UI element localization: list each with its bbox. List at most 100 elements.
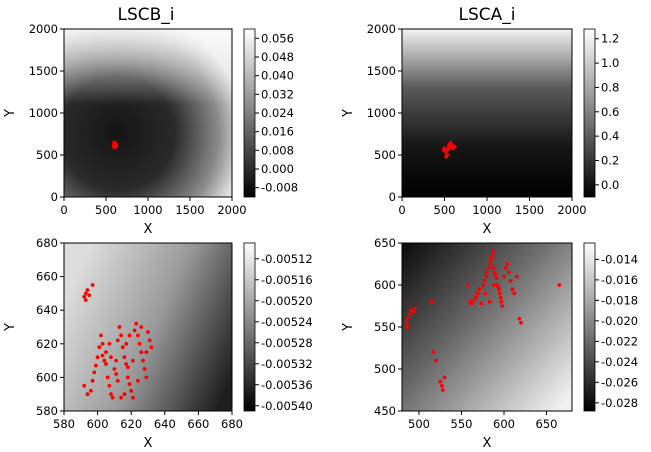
scatter-point [107, 383, 112, 388]
scatter-point [491, 283, 496, 287]
scatter-point [452, 144, 457, 149]
scatter-point [442, 146, 447, 151]
colorbar-tick-label: -0.00524 [261, 315, 313, 329]
y-tick-label: 2000 [29, 22, 58, 36]
scatter-point [469, 301, 474, 306]
scatter-point [446, 147, 450, 152]
scatter-point [124, 341, 129, 346]
scatter-point [493, 273, 498, 277]
scatter-point [137, 341, 142, 346]
scatter-point [480, 283, 485, 287]
scatter-point [497, 291, 502, 296]
heatmap-image [64, 243, 232, 411]
colorbar-tick-label: 0.6 [601, 105, 619, 119]
y-tick-label: 0 [51, 190, 58, 204]
scatter-point [142, 367, 147, 371]
x-tick-label: 620 [120, 417, 142, 431]
scatter-point [110, 395, 115, 400]
scatter-point [519, 320, 523, 325]
x-axis-label: X [483, 222, 492, 237]
x-tick-label: 2000 [217, 203, 246, 217]
scatter-point [498, 295, 503, 300]
scatter-point [429, 299, 434, 304]
x-tick-label: 1500 [175, 203, 204, 217]
scatter-point [512, 291, 517, 296]
x-tick-label: 580 [53, 417, 75, 431]
scatter-point [485, 270, 489, 275]
scatter-point [95, 355, 100, 360]
scatter-point [146, 330, 150, 334]
y-tick-label: 1500 [367, 64, 396, 78]
x-tick-label: 0 [398, 203, 405, 217]
scatter-point [502, 274, 506, 279]
scatter-point [508, 278, 513, 283]
scatter-point [449, 145, 454, 150]
y-tick-label: 660 [36, 270, 58, 284]
scatter-point [412, 306, 417, 311]
scatter-point [489, 257, 494, 262]
scatter-point [483, 291, 488, 296]
scatter-point [132, 328, 137, 333]
colorbar-tick-label: 0.008 [261, 143, 294, 157]
x-tick-label: 600 [493, 417, 515, 431]
scatter-point [97, 345, 102, 350]
colorbar-tick-label: -0.00512 [261, 252, 313, 266]
colorbar-tick-label: -0.00520 [261, 294, 313, 308]
scatter-point [438, 379, 443, 384]
scatter-point [85, 288, 90, 292]
scatter-point [131, 395, 135, 400]
scatter-point [114, 372, 118, 376]
scatter-point [405, 325, 409, 329]
y-tick-label: 650 [374, 236, 396, 250]
scatter-point [82, 383, 87, 388]
x-axis-label: X [483, 436, 492, 451]
scatter-point [491, 266, 496, 271]
y-axis-label: Y [341, 109, 356, 118]
x-tick-label: 680 [221, 417, 243, 431]
colorbar-tick-label: -0.00536 [261, 378, 313, 392]
colorbar-tick-label: -0.024 [601, 355, 638, 369]
panel-lscb-zoom: 580 600 620 640 660 680 580 600 620 640 660 680 X Y -0… [3, 236, 313, 451]
scatter-point [102, 358, 107, 363]
colorbar-tick-label: -0.00532 [261, 357, 313, 371]
scatter-point [89, 388, 93, 393]
scatter-point [475, 291, 480, 296]
scatter-point [119, 395, 123, 400]
scatter-point [514, 274, 519, 279]
scatter-point [440, 388, 445, 392]
x-tick-label: 1000 [133, 203, 162, 217]
scatter-point [482, 278, 487, 283]
scatter-point [510, 287, 515, 292]
scatter-point [445, 153, 449, 157]
x-tick-label: 0 [60, 203, 67, 217]
colorbar-tick-label: 0.048 [261, 50, 294, 64]
y-tick-label: 1000 [29, 106, 58, 120]
scatter-point [125, 365, 130, 370]
scatter-point [136, 378, 140, 383]
scatter-point [122, 355, 127, 360]
scatter-point [127, 333, 132, 338]
y-tick-label: 680 [36, 236, 58, 250]
y-tick-label: 580 [36, 404, 58, 418]
scatter-point [404, 320, 409, 325]
x-tick-label: 600 [87, 417, 109, 431]
scatter-point [124, 362, 129, 366]
scatter-point [117, 325, 122, 329]
x-axis-label: X [144, 222, 153, 237]
scatter-point [431, 350, 436, 355]
scatter-point [466, 283, 471, 287]
scatter-point [411, 310, 415, 314]
scatter-point [144, 350, 149, 355]
colorbar-tick-label: 0.040 [261, 69, 294, 83]
scatter-point [125, 375, 130, 380]
scatter-point [83, 291, 88, 296]
colorbar-tick-label: 0.000 [261, 162, 294, 176]
colorbar-tick-label: 0.016 [261, 125, 294, 139]
scatter-point [144, 375, 149, 380]
scatter-point [90, 378, 95, 383]
scatter-point [406, 316, 410, 321]
colorbar-tick-label: 0.8 [601, 80, 619, 94]
scatter-point [127, 382, 132, 386]
heatmap-image [402, 29, 572, 197]
panel-lsca-full: 0 500 1000 1500 2000 0 500 1000 1500 2000 X Y LSCA_i… [341, 5, 619, 237]
